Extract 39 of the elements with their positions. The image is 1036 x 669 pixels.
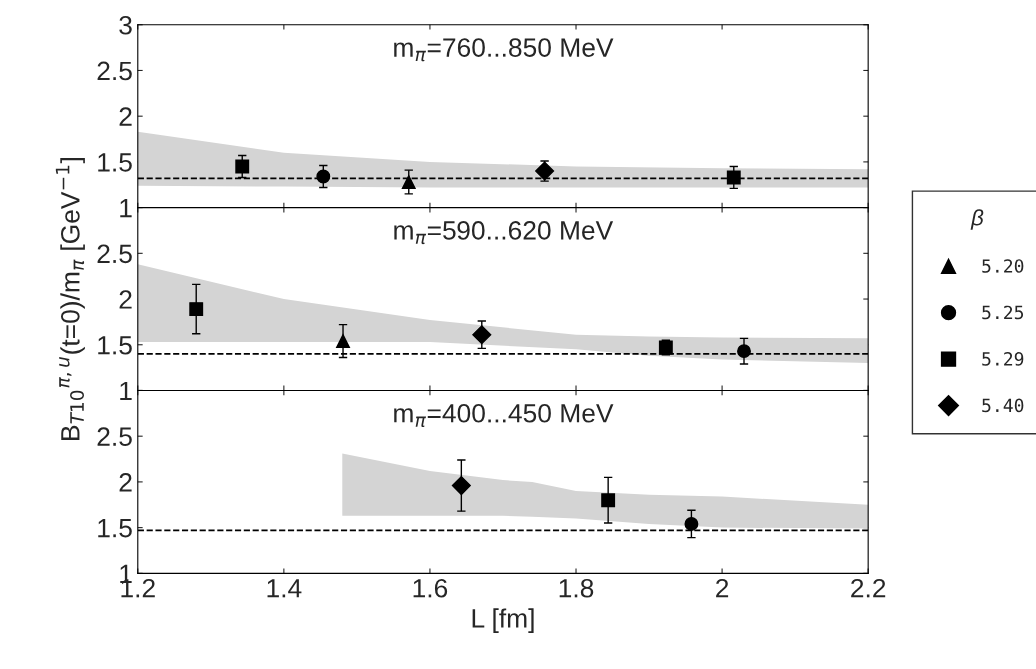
x-tick-label: 1.4 <box>267 579 302 598</box>
x-axis-title: L [fm] <box>472 608 534 633</box>
point <box>737 344 751 359</box>
point <box>316 169 331 184</box>
y-tick-label: 1 <box>120 199 132 218</box>
x-tick-label: 1.6 <box>413 578 448 598</box>
point <box>401 175 416 189</box>
point <box>472 325 492 345</box>
x-tick-label: 2.2 <box>851 578 886 598</box>
chart-title: m$_{π}$=590...620 MeV <box>394 221 614 245</box>
legend-label: 5.29 <box>982 352 1024 366</box>
chart-title: m$_{π}$=760...850 MeV <box>394 38 614 62</box>
legend-label: 5.40 <box>982 398 1024 413</box>
point <box>684 517 699 531</box>
legend-title: β <box>970 209 984 230</box>
y-tick-label: 1.5 <box>98 336 132 355</box>
point <box>336 334 350 349</box>
chart-title: m$_{π}$=400...450 MeV <box>394 403 614 428</box>
point <box>535 161 555 181</box>
legend-label: 5.20 <box>982 259 1024 273</box>
y-tick-label: 2 <box>119 107 132 126</box>
y-tick-label: 1 <box>120 381 132 401</box>
point <box>726 170 741 185</box>
y-tick-label: 2 <box>119 290 132 309</box>
x-tick-label: 1.8 <box>559 578 594 598</box>
y-tick-label: 3 <box>119 15 132 35</box>
y-axis-title: B$_{T10}$$^{π,u}$(t=0)/m$_{π}$ [GeV$^{−1}$] <box>55 157 85 440</box>
y-tick-label: 1.5 <box>98 153 132 172</box>
point <box>451 476 471 496</box>
y-tick-label: 2.5 <box>97 244 132 264</box>
point <box>189 302 204 317</box>
y-tick-label: 2.5 <box>97 427 132 447</box>
y-tick-label: 2.5 <box>97 61 132 81</box>
y-tick-label: 1.5 <box>98 519 132 538</box>
legend-label: 5.25 <box>982 305 1024 320</box>
point <box>601 493 616 508</box>
point <box>235 159 250 174</box>
y-tick-label: 2 <box>119 473 132 492</box>
x-tick-label: 2 <box>716 578 729 598</box>
